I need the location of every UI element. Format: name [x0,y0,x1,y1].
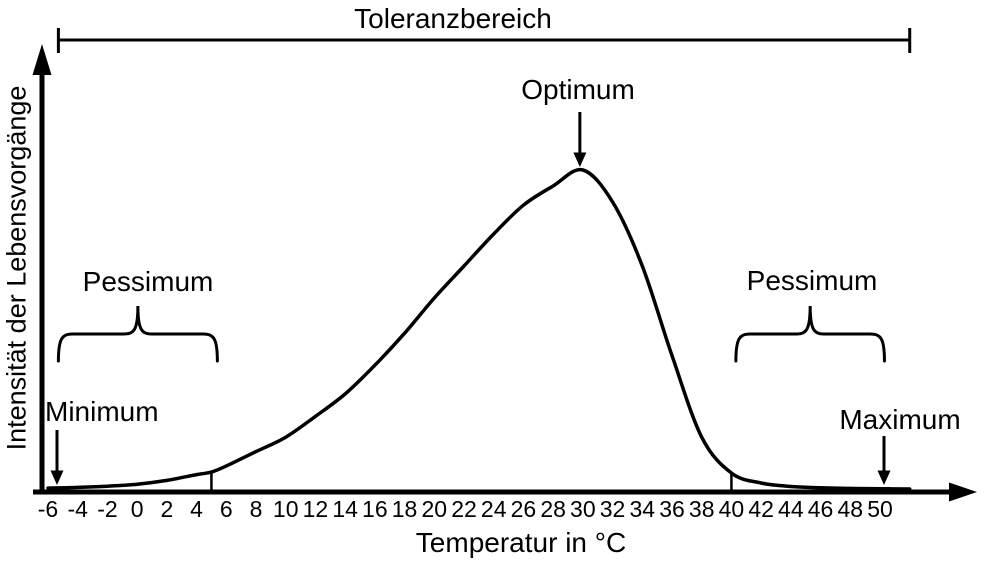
y-axis-label: Intensität der Lebensvorgänge [1,85,32,451]
pessimum-right-label: Pessimum [746,265,878,296]
optimum-label: Optimum [521,74,635,105]
minimum-label: Minimum [45,396,159,427]
chart-title: Toleranzbereich [354,3,552,34]
x-tick-label: -4 [67,496,88,522]
x-tick-label: 44 [778,496,804,522]
x-tick-label: 14 [332,496,358,522]
x-tick-label: 24 [481,496,507,522]
x-tick-label: 2 [160,496,173,522]
pessimum-left-brace [56,305,219,363]
x-tick-label: 6 [220,496,233,522]
x-tick-label: 40 [719,496,745,522]
x-axis-label: Temperatur in °C [415,527,627,558]
x-tick-label: 26 [511,496,537,522]
x-tick-label: 42 [748,496,774,522]
annotation-arrows [50,112,891,485]
minimum-arrowhead-icon [50,470,64,485]
x-tick-label: 36 [659,496,685,522]
x-tick-label: 38 [689,496,715,522]
x-axis-arrowhead-icon [949,482,977,502]
x-tick-label: 20 [421,496,447,522]
x-tick-label: -6 [38,496,58,522]
y-axis-arrowhead-icon [32,44,52,75]
x-tick-label: 18 [392,496,418,522]
x-tick-label: 22 [451,496,477,522]
x-tick-label: 48 [837,496,863,522]
x-axis-tick-labels: -6 -4 -2 0 2 4 6 8 10 12 14 16 18 20 22 24 26 28 30 32 34 36 3… [38,496,893,522]
x-tick-label: 32 [600,496,626,522]
x-tick-label: 12 [303,496,329,522]
x-tick-label: -2 [97,496,117,522]
x-tick-label: 16 [362,496,388,522]
x-tick-label: 10 [273,496,299,522]
x-tick-label: 46 [808,496,834,522]
x-tick-label: 8 [250,496,263,522]
x-tick-label: 34 [629,496,655,522]
optimum-arrowhead-icon [573,152,587,167]
pessimum-right-brace [734,305,886,363]
x-tick-label: 0 [131,496,144,522]
maximum-label: Maximum [839,404,961,435]
pessimum-left-label: Pessimum [82,266,214,297]
tolerance-curve [46,167,912,491]
maximum-arrowhead-icon [877,470,891,485]
x-tick-label: 50 [867,496,893,522]
x-tick-label: 28 [540,496,566,522]
x-tick-label: 4 [190,496,203,522]
x-tick-label: 30 [570,496,596,522]
